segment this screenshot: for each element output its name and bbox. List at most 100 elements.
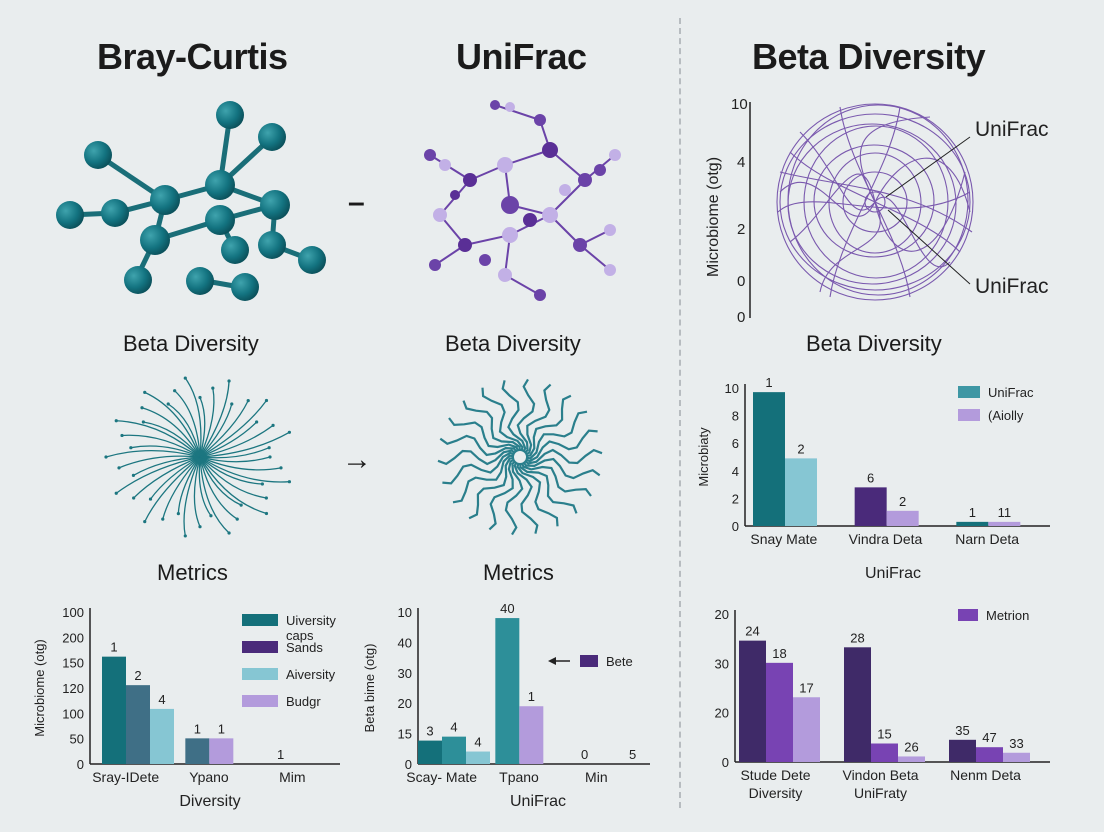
data-label: 2: [899, 494, 906, 509]
data-label: 40: [500, 601, 514, 616]
x-category-label: Diversity: [749, 785, 803, 801]
bar: [466, 751, 490, 764]
circle-ytick: 0: [737, 309, 745, 326]
y-tick-label: 50: [70, 732, 84, 747]
y-tick-label: 0: [405, 757, 412, 772]
x-category-label: Ypano: [189, 769, 229, 785]
data-label: 28: [850, 630, 864, 645]
bar: [871, 743, 898, 762]
legend-swatch: [580, 655, 598, 667]
data-label: 1: [110, 640, 117, 655]
y-tick-label: 30: [398, 666, 412, 681]
data-label: 35: [955, 723, 969, 738]
circle-ytick: 0: [737, 273, 745, 290]
data-label: 18: [772, 646, 786, 661]
bar-chart-bottom-left: 100 200 150 120 100 50 0 Microbiome (otg) Sray-I…: [32, 605, 340, 810]
legend-label: Sands: [286, 640, 323, 655]
x-category-label: Snay Mate: [750, 531, 817, 547]
bar: [102, 656, 126, 764]
x-category-label: Vindra Deta: [849, 531, 923, 547]
subtitle-metrics-2: Metrics: [483, 560, 554, 585]
data-label: 1: [528, 689, 535, 704]
subtitle-beta-diversity-3: Beta Diversity: [806, 331, 942, 356]
circle-ytick: 10: [731, 96, 748, 113]
y-tick-label: 120: [62, 681, 84, 696]
legend-swatch: [242, 641, 278, 653]
circle-web: [776, 103, 974, 301]
x-category-label: Scay- Mate: [406, 769, 477, 785]
y-tick-label: 8: [732, 409, 739, 424]
data-label: 17: [799, 680, 813, 695]
y-tick-label: 20: [715, 607, 729, 622]
circle-ytick: 2: [737, 221, 745, 238]
y-axis-label: Microbiome (otg): [32, 639, 47, 737]
y-tick-label: 100: [62, 706, 84, 721]
title-bray-curtis: Bray-Curtis: [97, 36, 288, 77]
x-category-label: UniFraty: [854, 785, 907, 801]
bray-curtis-network-illustration: [56, 101, 326, 301]
bar: [988, 521, 1021, 526]
dash-connector: –: [348, 186, 365, 219]
legend-swatch: [242, 614, 278, 626]
data-label: 2: [797, 441, 804, 456]
bar: [1003, 752, 1030, 762]
unifrac-network-illustration: [424, 100, 621, 301]
legend-label: Aiversity: [286, 667, 336, 682]
bar: [956, 521, 989, 526]
x-category-label: Stude Dete: [740, 767, 810, 783]
data-label: 4: [474, 735, 481, 750]
legend-swatch: [958, 409, 980, 421]
data-label: 1: [194, 721, 201, 736]
y-tick-label: 0: [77, 757, 84, 772]
y-tick-label: 6: [732, 436, 739, 451]
y-tick-label: 150: [62, 656, 84, 671]
subtitle-beta-diversity-2: Beta Diversity: [445, 331, 581, 356]
x-axis-label: Diversity: [179, 793, 240, 810]
y-tick-label: 20: [715, 706, 729, 721]
x-category-label: Mim: [279, 769, 305, 785]
bar: [766, 662, 793, 762]
y-axis-label: Beta bime (otg): [362, 644, 377, 733]
legend-label: (Aiolly: [988, 408, 1024, 423]
y-tick-label: 15: [398, 727, 412, 742]
subtitle-metrics-1: Metrics: [157, 560, 228, 585]
y-tick-label: 100: [62, 605, 84, 620]
y-tick-label: 20: [398, 696, 412, 711]
data-label: 4: [450, 720, 457, 735]
bar: [209, 738, 234, 764]
starburst-illustration-1: [104, 376, 291, 538]
starburst-illustration-2: [437, 378, 603, 536]
legend-swatch: [242, 695, 278, 707]
title-beta-diversity: Beta Diversity: [752, 36, 986, 77]
circle-ytick: 4: [737, 154, 745, 171]
bar-chart-bottom-right: 20 30 20 0 Stude Dete Diversity Vindon Beta Uni…: [715, 607, 1050, 801]
legend-label: UniFrac: [988, 385, 1034, 400]
data-label: 15: [877, 727, 891, 742]
data-label: 4: [158, 692, 165, 707]
y-tick-label: 200: [62, 630, 84, 645]
arrow-connector: →: [342, 443, 372, 476]
data-label: 3: [426, 724, 433, 739]
subtitle-beta-diversity-1: Beta Diversity: [123, 331, 259, 356]
bar: [753, 392, 785, 526]
x-category-label: Sray-IDete: [92, 769, 159, 785]
legend-label: Budgr: [286, 694, 321, 709]
data-label: 1: [765, 375, 772, 390]
data-label: 11: [998, 505, 1012, 520]
data-label: 1: [969, 505, 976, 520]
bar: [949, 739, 976, 762]
y-tick-label: 4: [732, 464, 739, 479]
bar: [976, 747, 1003, 762]
bar: [886, 510, 919, 526]
x-axis-label: UniFrac: [865, 565, 921, 582]
bar: [793, 697, 820, 762]
data-label: 6: [867, 470, 874, 485]
bar: [844, 647, 871, 762]
x-category-label: Vindon Beta: [842, 767, 918, 783]
bar: [785, 458, 817, 526]
bar: [898, 756, 925, 762]
y-tick-label: 10: [398, 605, 412, 620]
bar: [126, 685, 150, 764]
y-tick-label: 10: [725, 381, 739, 396]
bar-chart-top-right: 10 8 6 4 2 0 Microbiaty Snay Mate Vindra Deta Nar…: [696, 375, 1050, 582]
